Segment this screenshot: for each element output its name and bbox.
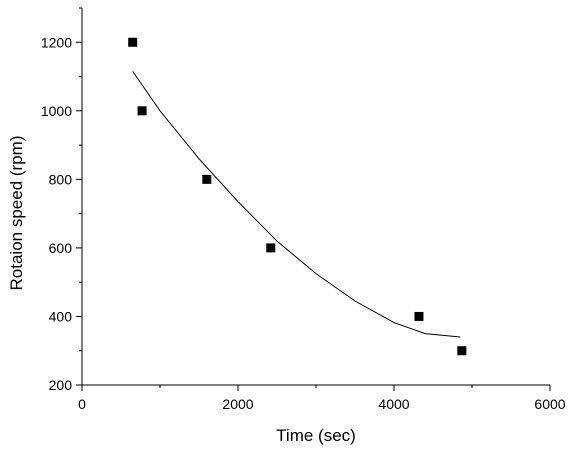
y-tick-label: 200 bbox=[49, 377, 73, 393]
series-layer bbox=[128, 37, 467, 356]
data-point bbox=[137, 106, 147, 116]
x-axis-title: Time (sec) bbox=[276, 426, 356, 445]
trend-curve bbox=[132, 71, 461, 338]
y-tick-label: 400 bbox=[49, 308, 73, 324]
data-point bbox=[202, 174, 212, 184]
y-axis-title: Rotaion speed (rpm) bbox=[7, 136, 26, 291]
y-ticks: 200 400 600 800 1000 1200 bbox=[41, 7, 82, 393]
data-point bbox=[266, 243, 276, 253]
x-tick-label: 6000 bbox=[534, 396, 565, 412]
y-tick-label: 600 bbox=[49, 240, 73, 256]
y-tick-label: 800 bbox=[49, 171, 73, 187]
plot-area: 0 2000 4000 6000 200 400 600 800 1000 1200 bbox=[41, 7, 566, 412]
y-tick-label: 1000 bbox=[41, 103, 72, 119]
data-point bbox=[128, 37, 138, 47]
x-tick-label: 2000 bbox=[222, 396, 253, 412]
x-tick-label: 4000 bbox=[378, 396, 409, 412]
x-tick-label: 0 bbox=[78, 396, 86, 412]
data-point bbox=[457, 346, 467, 356]
x-ticks: 0 2000 4000 6000 bbox=[78, 385, 566, 412]
y-tick-label: 1200 bbox=[41, 34, 72, 50]
data-point bbox=[414, 311, 424, 321]
